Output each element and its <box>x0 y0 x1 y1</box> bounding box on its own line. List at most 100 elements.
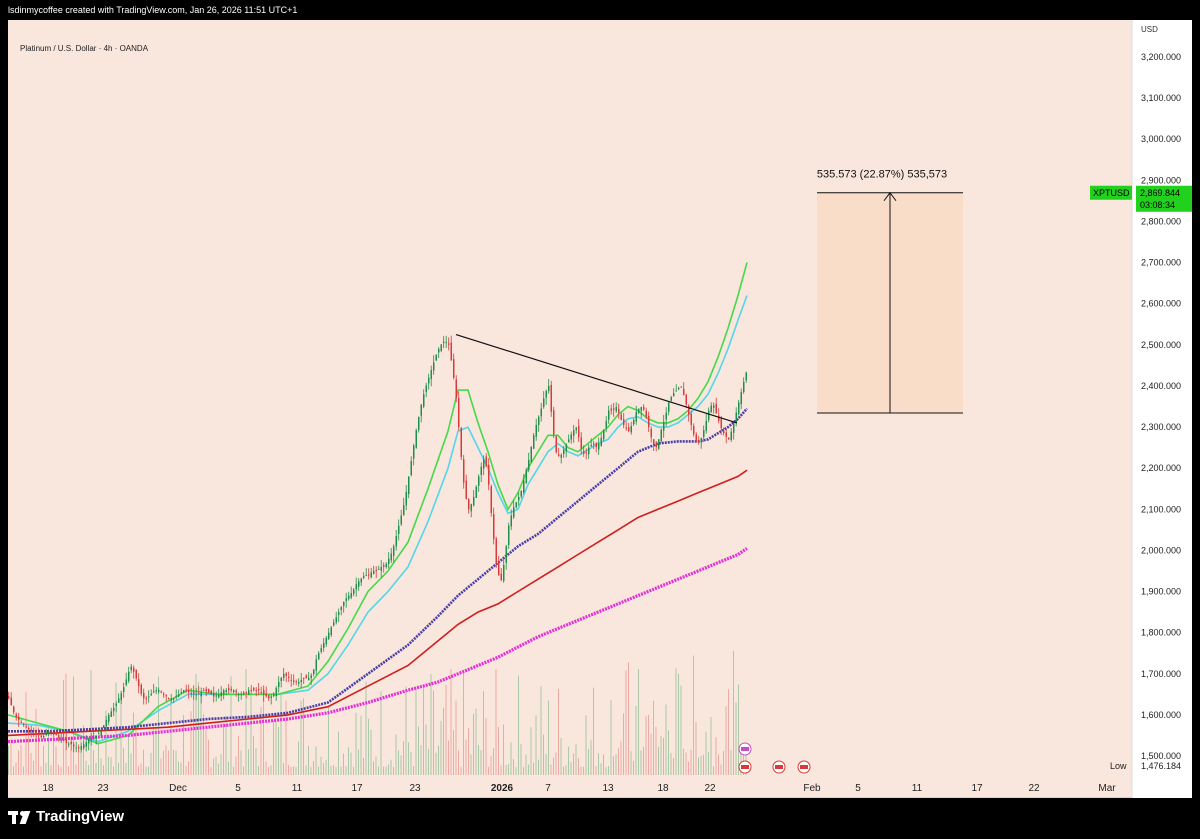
price-badges: High2,873.936XPTUSD2,869.84403:08:34Low1… <box>738 185 1192 774</box>
volume-bar <box>683 748 684 775</box>
candle-body <box>260 692 262 694</box>
brand-label: TradingView <box>36 808 125 825</box>
volume-bar <box>178 761 179 775</box>
date-tick-label: 13 <box>602 783 614 794</box>
volume-bar <box>348 747 349 775</box>
candle-body <box>553 410 555 435</box>
volume-bar <box>385 766 387 775</box>
volume-bar <box>238 736 239 775</box>
volume-bar <box>218 763 219 775</box>
volume-bar <box>490 755 492 775</box>
volume-bar <box>228 761 229 775</box>
candle-body <box>508 525 510 546</box>
volume-bar <box>715 737 717 775</box>
candle-body <box>638 408 640 413</box>
volume-bar <box>360 715 362 775</box>
volume-bar <box>160 758 162 775</box>
price-tick-label: 1,600.000 <box>1141 710 1181 720</box>
volume-bar <box>413 766 414 775</box>
candle-body <box>653 439 655 445</box>
volume-bar <box>175 750 177 775</box>
candle-body <box>663 421 665 431</box>
candle-body <box>190 692 192 694</box>
candle-body <box>590 445 592 447</box>
volume-bar <box>165 745 167 775</box>
candle-body <box>563 449 565 455</box>
volume-bar <box>448 740 449 775</box>
candle-body <box>460 427 462 457</box>
candle-body <box>175 696 177 698</box>
candle-body <box>625 427 627 429</box>
candle-body <box>618 408 620 413</box>
candle-body <box>185 689 187 692</box>
candle-body <box>113 708 115 712</box>
date-tick-label: 7 <box>545 783 551 794</box>
volume-bar <box>495 669 497 775</box>
candle-body <box>148 696 150 698</box>
tradingview-logo[interactable]: TradingView <box>8 808 124 825</box>
volume-bar <box>200 695 202 775</box>
volume-bar <box>663 737 664 775</box>
candle-body <box>600 437 602 446</box>
volume-bar <box>275 721 277 775</box>
volume-bar <box>150 752 152 775</box>
volume-bar <box>660 735 662 775</box>
currency-label: USD <box>1141 25 1158 34</box>
candle-body <box>223 690 225 695</box>
candle-body <box>35 731 37 733</box>
candle-body <box>473 496 475 506</box>
volume-bar <box>155 728 157 775</box>
volume-bar <box>118 762 119 775</box>
volume-bar <box>585 715 587 775</box>
candle-body <box>433 362 435 371</box>
volume-bar <box>733 651 734 775</box>
candle-body <box>738 402 740 415</box>
volume-bar <box>193 695 194 775</box>
price-tick-label: 2,500.000 <box>1141 340 1181 350</box>
candle-body <box>393 546 395 556</box>
candle-body <box>110 711 112 717</box>
price-scale[interactable] <box>1132 20 1192 798</box>
volume-bar <box>153 724 154 775</box>
volume-bar <box>370 729 372 775</box>
volume-bar <box>535 715 537 775</box>
volume-bar <box>463 672 464 775</box>
candle-body <box>23 723 25 725</box>
low-value: 1,476.184 <box>1141 761 1181 771</box>
volume-bar <box>138 765 139 775</box>
volume-bar <box>608 765 609 775</box>
volume-bar <box>508 764 509 775</box>
volume-bar <box>398 750 399 775</box>
candle-body <box>445 342 447 344</box>
measure-label: 535.573 (22.87%) 535,573 <box>817 169 947 181</box>
volume-bar <box>450 669 452 775</box>
candle-body <box>325 637 327 645</box>
candle-body <box>453 359 455 378</box>
date-tick-label: 22 <box>704 783 716 794</box>
candle-body <box>308 677 310 681</box>
candle-body <box>700 437 702 443</box>
volume-bar <box>390 759 392 775</box>
volume-bar <box>335 767 337 775</box>
candle-body <box>450 342 452 361</box>
candle-body <box>8 696 10 699</box>
volume-bar <box>668 730 669 775</box>
triangle-trendline[interactable] <box>455 333 738 424</box>
volume-bar <box>33 760 34 775</box>
volume-bar <box>540 686 542 775</box>
candle-body <box>155 690 157 692</box>
candle-body <box>228 688 230 691</box>
volume-bar <box>205 729 207 775</box>
candle-body <box>668 402 670 412</box>
volume-bar <box>268 766 269 775</box>
candle-body <box>70 741 72 745</box>
volume-bar <box>650 733 652 775</box>
volume-bar <box>720 764 722 775</box>
volume-bar <box>528 764 529 775</box>
volume-bar <box>300 700 302 775</box>
candle-body <box>160 691 162 693</box>
tradingview-mark-icon <box>8 809 31 825</box>
candle-body <box>143 692 145 699</box>
volume-bar <box>550 764 552 775</box>
